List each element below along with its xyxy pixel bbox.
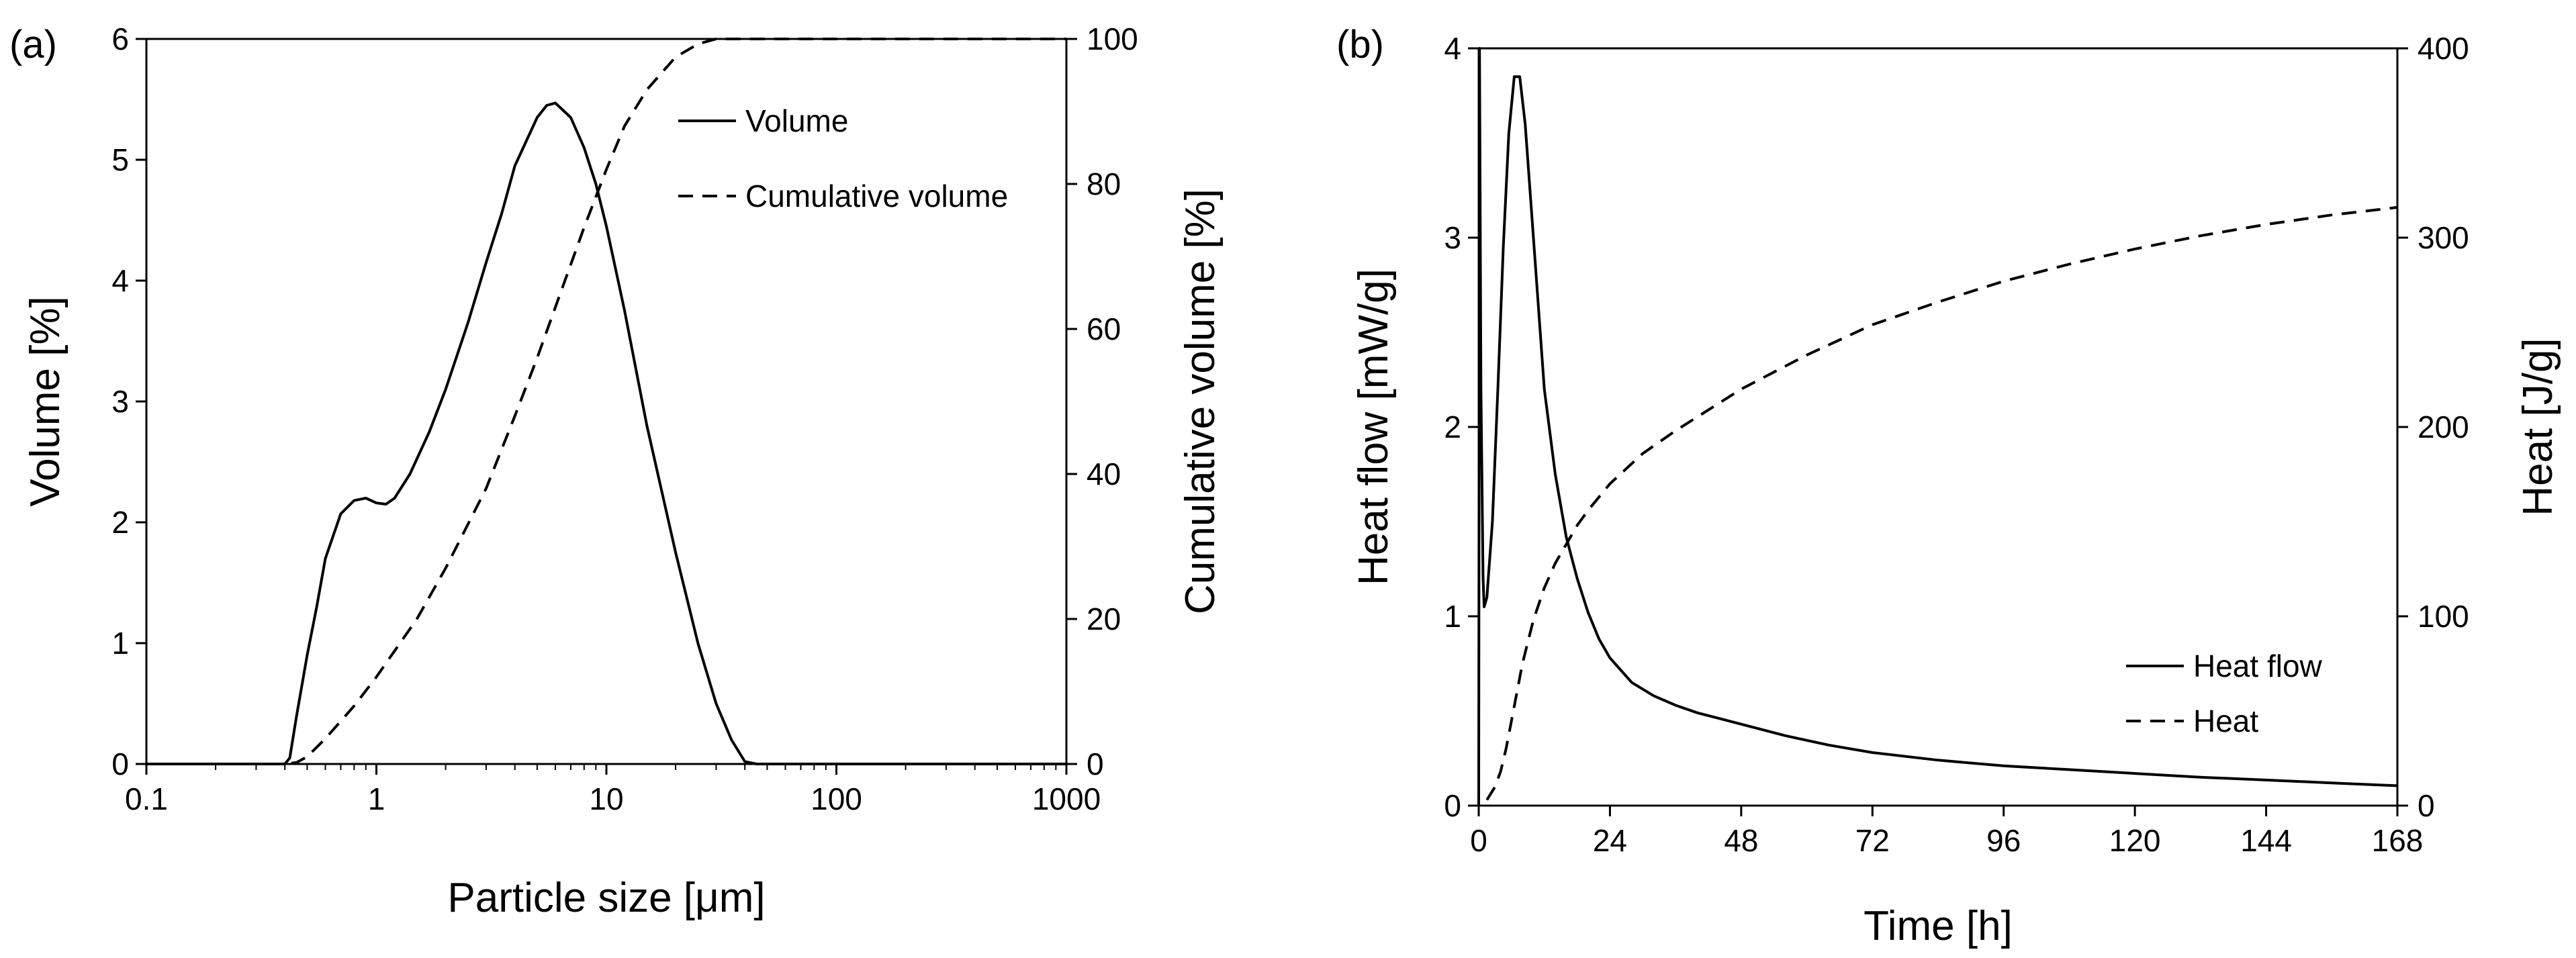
series-line-cumulative-volume: [146, 38, 1066, 765]
y-axis-title: Heat flow [mW/g]: [1350, 269, 1397, 585]
x-tick-label: 10: [589, 781, 623, 816]
x-tick-label: 100: [811, 781, 862, 816]
series-line-heat: [1485, 205, 2398, 801]
y-axis-title: Volume [%]: [22, 296, 68, 507]
y-tick-label: 3: [1444, 220, 1461, 255]
y2-tick-label: 0: [1087, 747, 1104, 781]
x-tick-label: 0.1: [125, 781, 168, 816]
x-axis-title: Particle size [μm]: [447, 875, 765, 921]
x-tick-label: 72: [1855, 823, 1890, 858]
plot-frame: [1477, 47, 2399, 807]
y2-axis-title: Cumulative volume [%]: [1177, 189, 1224, 614]
y2-tick-label: 300: [2418, 220, 2469, 255]
x-tick-label: 120: [2109, 823, 2161, 858]
panel-label: (a): [9, 23, 57, 66]
y2-tick-label: 100: [1087, 21, 1138, 56]
legend-label: Cumulative volume: [745, 179, 1008, 213]
panel-label: (b): [1336, 23, 1384, 66]
y-tick-label: 0: [111, 747, 129, 781]
x-tick-label: 1: [368, 781, 385, 816]
y2-tick-label: 60: [1087, 312, 1121, 346]
x-tick-label: 24: [1593, 823, 1627, 858]
y2-tick-label: 400: [2418, 31, 2469, 66]
y2-tick-label: 0: [2418, 788, 2435, 823]
y-tick-label: 4: [111, 263, 129, 298]
y-tick-label: 0: [1444, 788, 1461, 823]
y-tick-label: 4: [1444, 31, 1461, 66]
y-tick-label: 6: [111, 21, 129, 56]
y-tick-label: 2: [111, 505, 129, 540]
plot-frame: [145, 38, 1068, 765]
y-tick-label: 5: [111, 142, 129, 177]
series-line-heat-flow: [1477, 47, 2398, 806]
x-tick-label: 48: [1724, 823, 1758, 858]
y2-tick-label: 200: [2418, 410, 2469, 444]
x-axis-title: Time [h]: [1864, 903, 2013, 949]
y-tick-label: 1: [1444, 599, 1461, 634]
panel-b-heat-chart: 0 24 48 72 96 120 144 168012340100200300400Time…: [1336, 23, 2561, 949]
y2-tick-label: 40: [1087, 457, 1121, 491]
y-tick-label: 3: [111, 384, 129, 419]
panel-a-volume-chart: 0.1 1 10 100 10000123456020406080100Particle…: [9, 21, 1224, 921]
series-line-volume: [146, 101, 1066, 765]
legend-label: Heat flow: [2193, 649, 2323, 683]
y2-tick-label: 80: [1087, 166, 1121, 201]
y-tick-label: 1: [111, 626, 129, 661]
y2-axis-title: Heat [J/g]: [2515, 338, 2561, 516]
legend-label: Heat: [2193, 704, 2258, 738]
x-tick-label: 1000: [1032, 781, 1101, 816]
legend-label: Volume: [745, 103, 848, 138]
x-tick-label: 0: [1470, 823, 1487, 858]
y2-tick-label: 20: [1087, 602, 1121, 636]
x-tick-label: 144: [2240, 823, 2292, 858]
x-tick-label: 168: [2372, 823, 2424, 858]
y2-tick-label: 100: [2418, 599, 2469, 634]
x-tick-label: 96: [1986, 823, 2021, 858]
y-tick-label: 2: [1444, 410, 1461, 444]
